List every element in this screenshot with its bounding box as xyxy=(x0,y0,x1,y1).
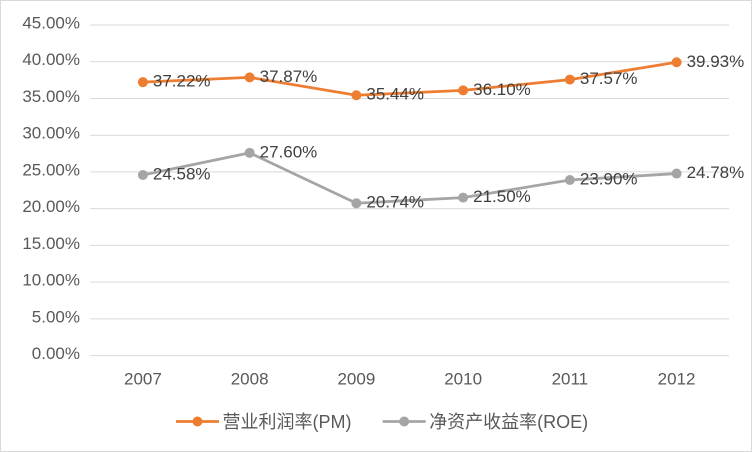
svg-text:35.00%: 35.00% xyxy=(22,87,80,106)
svg-text:营业利润率(PM): 营业利润率(PM) xyxy=(223,412,352,432)
svg-text:37.57%: 37.57% xyxy=(580,69,638,88)
svg-text:2011: 2011 xyxy=(552,370,589,389)
svg-text:25.00%: 25.00% xyxy=(22,160,80,179)
svg-text:20.00%: 20.00% xyxy=(22,197,80,216)
svg-text:5.00%: 5.00% xyxy=(32,307,80,326)
svg-text:39.93%: 39.93% xyxy=(687,52,745,71)
svg-text:30.00%: 30.00% xyxy=(22,124,80,143)
svg-text:15.00%: 15.00% xyxy=(22,234,80,253)
svg-text:2012: 2012 xyxy=(658,370,696,389)
svg-text:净资产收益率(ROE): 净资产收益率(ROE) xyxy=(429,412,588,432)
svg-text:2008: 2008 xyxy=(231,370,269,389)
svg-text:24.78%: 24.78% xyxy=(687,163,745,182)
svg-text:35.44%: 35.44% xyxy=(366,85,424,104)
svg-text:20.74%: 20.74% xyxy=(366,193,424,212)
svg-text:21.50%: 21.50% xyxy=(473,187,531,206)
svg-text:2009: 2009 xyxy=(337,370,375,389)
svg-text:23.90%: 23.90% xyxy=(580,170,638,189)
svg-text:37.87%: 37.87% xyxy=(260,67,318,86)
svg-text:45.00%: 45.00% xyxy=(22,14,80,33)
svg-text:2010: 2010 xyxy=(444,370,482,389)
svg-text:27.60%: 27.60% xyxy=(260,142,318,161)
svg-text:0.00%: 0.00% xyxy=(32,344,80,363)
svg-text:2007: 2007 xyxy=(124,370,162,389)
svg-text:24.58%: 24.58% xyxy=(153,165,211,184)
svg-text:10.00%: 10.00% xyxy=(22,271,80,290)
svg-text:37.22%: 37.22% xyxy=(153,72,211,91)
svg-text:40.00%: 40.00% xyxy=(22,50,80,69)
svg-text:36.10%: 36.10% xyxy=(473,80,531,99)
